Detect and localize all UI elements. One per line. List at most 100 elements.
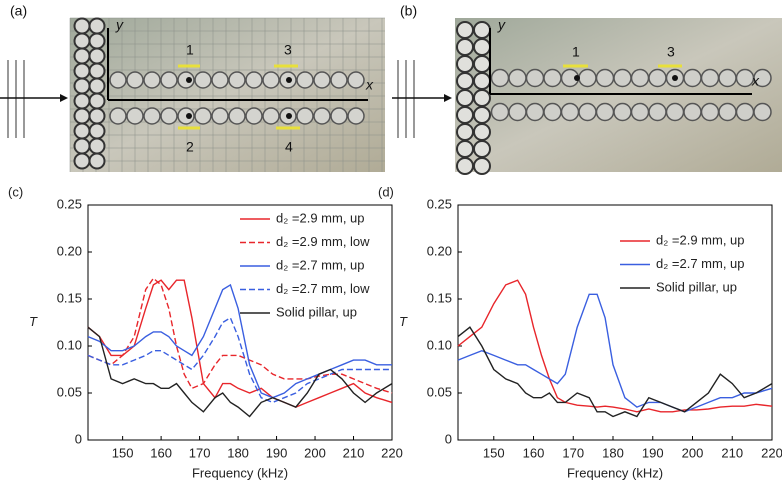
pillar [473, 38, 491, 56]
pillar [245, 71, 263, 89]
pillar [525, 68, 545, 88]
pillar [73, 17, 91, 35]
x-tick-label: 220 [761, 445, 782, 460]
pillar [508, 102, 527, 122]
pillar [665, 102, 685, 122]
pillar [88, 137, 106, 155]
pillar [88, 32, 106, 50]
pillar [560, 102, 580, 122]
pillar-hole [286, 113, 292, 119]
pillar [143, 107, 161, 125]
series-line [87, 326, 393, 418]
pillar [73, 77, 91, 95]
x-tick-label: 170 [562, 445, 584, 460]
axis-letter: x [751, 73, 760, 89]
pillar [126, 71, 144, 89]
pillar [718, 102, 737, 122]
pillar [88, 152, 106, 170]
pillar [578, 102, 597, 122]
pillar [578, 68, 597, 88]
x-tick-label: 160 [523, 445, 545, 460]
pillar [109, 71, 127, 89]
pillar [347, 107, 365, 125]
pillar [630, 102, 650, 122]
pillar [347, 71, 365, 89]
pillar [543, 68, 562, 88]
pillar [313, 107, 331, 125]
pillar [456, 140, 474, 158]
pillar [735, 102, 755, 122]
arrow-head [60, 94, 68, 102]
x-tick-label: 150 [112, 445, 134, 460]
plot-frame [457, 204, 773, 441]
x-tick-label: 150 [483, 445, 505, 460]
marker-label: 2 [186, 139, 194, 155]
pillar [630, 68, 650, 88]
legend-label: d₂ =2.9 mm, up [656, 232, 745, 247]
pillar [126, 107, 144, 125]
pillar [456, 89, 474, 107]
pillar [456, 72, 474, 90]
pillar [456, 21, 474, 39]
pillar [473, 157, 491, 175]
pillar [473, 72, 491, 90]
pillar [262, 71, 280, 89]
pillar [88, 47, 106, 65]
pillar [613, 68, 632, 88]
axis-letter: x [365, 77, 374, 93]
pillar [456, 123, 474, 141]
pillar-hole [186, 77, 192, 83]
y-tick-label: 0.25 [57, 196, 82, 211]
pillar [88, 107, 106, 125]
pillars [456, 21, 772, 175]
arrow-head [444, 94, 452, 102]
marker-label: 3 [667, 44, 675, 60]
panel-label: (a) [10, 3, 27, 19]
pillar [73, 62, 91, 80]
y-tick-label: 0.15 [427, 290, 452, 305]
marker-label: 4 [285, 139, 293, 155]
pillar [245, 107, 263, 125]
pillar [194, 107, 212, 125]
pillar-hole [286, 77, 292, 83]
pillar [211, 107, 229, 125]
pillar [313, 71, 331, 89]
x-tick-label: 190 [266, 445, 288, 460]
marker-label: 3 [284, 42, 292, 58]
pillar [753, 102, 772, 122]
pillar [228, 71, 246, 89]
pillars [69, 17, 385, 172]
pillar [88, 62, 106, 80]
pillar [683, 102, 702, 122]
pillar [490, 68, 510, 88]
pillar [228, 107, 246, 125]
pillar [73, 107, 91, 125]
pillar-hole [186, 113, 192, 119]
y-tick-label: 0.10 [57, 337, 82, 352]
pillar [330, 107, 348, 125]
pillar-hole [574, 75, 580, 81]
series-line [87, 283, 392, 399]
pillar [648, 68, 667, 88]
axis-letter: y [115, 17, 124, 33]
pillar [473, 140, 491, 158]
pillar [508, 68, 527, 88]
legend-label: d₂ =2.7 mm, up [276, 257, 365, 272]
pillar [109, 107, 127, 125]
y-tick-label: 0.20 [427, 243, 452, 258]
marker-label: 1 [572, 44, 580, 60]
panel-label: (d) [378, 184, 394, 199]
pillar [456, 157, 474, 175]
pillar [700, 102, 720, 122]
x-tick-label: 210 [721, 445, 743, 460]
pillar [456, 55, 474, 73]
y-tick-label: 0 [445, 431, 452, 446]
x-tick-label: 160 [150, 445, 172, 460]
x-tick-label: 210 [343, 445, 365, 460]
panel-label: (b) [400, 3, 417, 19]
pillar [88, 122, 106, 140]
pillar [700, 68, 720, 88]
pillar [595, 68, 615, 88]
x-tick-label: 170 [189, 445, 211, 460]
pillar [296, 107, 314, 125]
